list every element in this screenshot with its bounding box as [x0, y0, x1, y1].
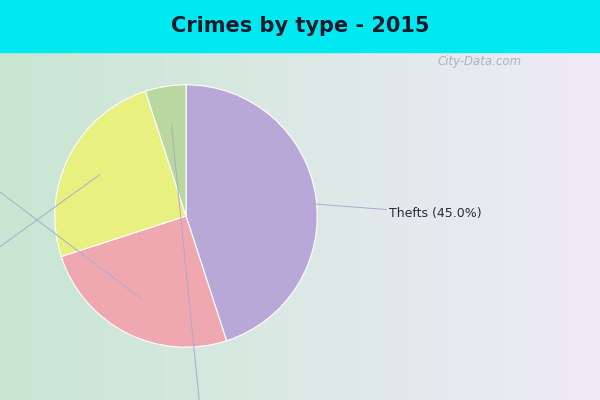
- Wedge shape: [145, 85, 186, 216]
- Wedge shape: [55, 91, 186, 256]
- Wedge shape: [186, 85, 317, 341]
- Text: Assaults (25.0%): Assaults (25.0%): [0, 175, 100, 304]
- Text: Crimes by type - 2015: Crimes by type - 2015: [171, 16, 429, 36]
- Wedge shape: [61, 216, 227, 347]
- Text: Burglaries (25.0%): Burglaries (25.0%): [0, 128, 141, 298]
- Text: Thefts (45.0%): Thefts (45.0%): [282, 202, 482, 220]
- Text: Rapes (5.0%): Rapes (5.0%): [160, 126, 244, 400]
- Bar: [0, 0, 600, 52]
- Text: City-Data.com: City-Data.com: [438, 56, 522, 68]
